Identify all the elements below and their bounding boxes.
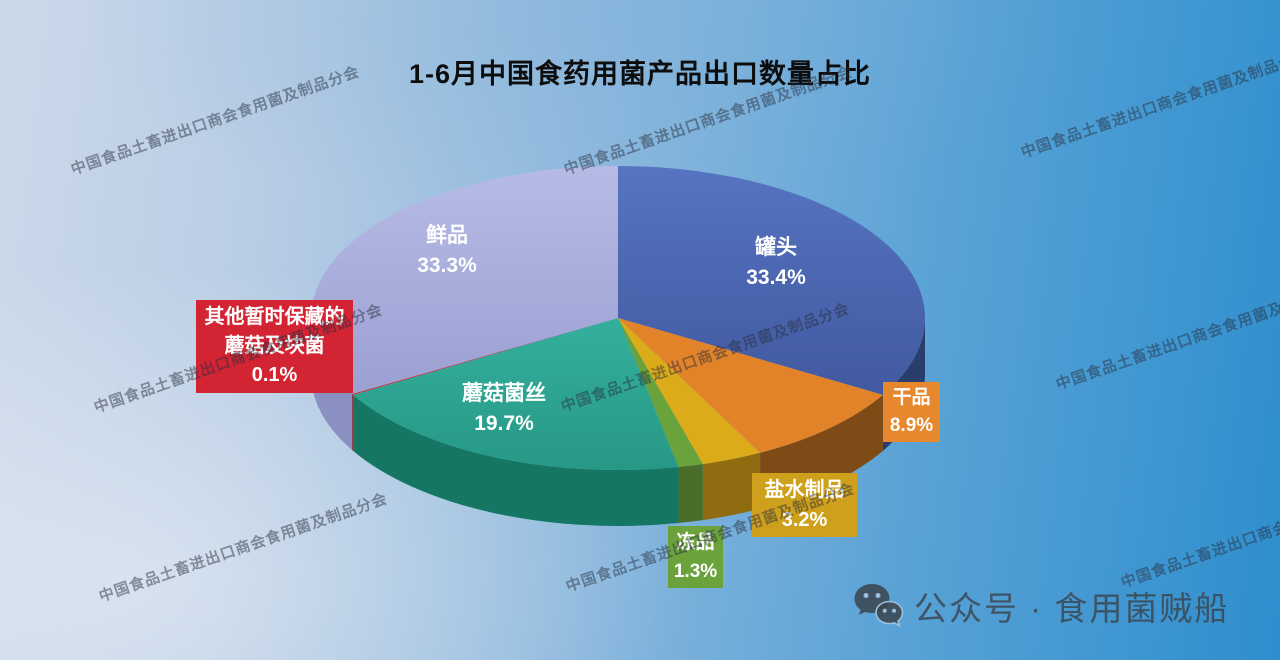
wechat-icon bbox=[854, 584, 904, 628]
slice-label-mycelium-pct: 19.7% bbox=[474, 412, 534, 435]
callout-frozen-name: 冻品 bbox=[676, 532, 715, 553]
pie-wall-other bbox=[352, 394, 354, 451]
callout-dried: 干品 8.9% bbox=[883, 382, 940, 442]
slice-label-canned: 罐头 33.4% bbox=[746, 233, 806, 293]
pie-slice-fresh bbox=[310, 166, 618, 394]
pie-slice-frozen bbox=[618, 318, 703, 468]
pie-slice-brine bbox=[618, 318, 761, 465]
callout-other-line2: 蘑菇及块菌 bbox=[224, 335, 325, 357]
callout-brine: 盐水制品 3.2% bbox=[752, 473, 857, 537]
pie-slice-mycelium bbox=[353, 318, 679, 471]
pie-slice-dried bbox=[618, 318, 883, 453]
callout-brine-pct: 3.2% bbox=[781, 509, 828, 531]
pie-wall-brine bbox=[702, 452, 761, 521]
slice-label-fresh: 鲜品 33.3% bbox=[417, 221, 477, 281]
callout-frozen-pct: 1.3% bbox=[673, 561, 718, 582]
pie-wall-frozen bbox=[678, 464, 703, 524]
slice-label-canned-pct: 33.4% bbox=[746, 266, 806, 289]
callout-frozen: 冻品 1.3% bbox=[668, 526, 723, 588]
callout-dried-name: 干品 bbox=[892, 387, 931, 408]
pie-slice-other bbox=[352, 318, 618, 395]
slice-label-fresh-name: 鲜品 bbox=[425, 224, 468, 247]
slice-label-canned-name: 罐头 bbox=[754, 236, 797, 259]
chart-title: 1-6月中国食药用菌产品出口数量占比 bbox=[408, 59, 872, 89]
callout-other-pct: 0.1% bbox=[251, 364, 298, 386]
callout-other-line1: 其他暂时保藏的 bbox=[204, 306, 345, 328]
slice-label-mycelium: 蘑菇菌丝 19.7% bbox=[462, 379, 546, 439]
callout-other: 其他暂时保藏的 蘑菇及块菌 0.1% bbox=[196, 300, 353, 393]
pie-slice-canned bbox=[618, 166, 926, 395]
pie-wall-mycelium bbox=[353, 394, 679, 527]
slice-label-mycelium-name: 蘑菇菌丝 bbox=[462, 382, 546, 405]
slice-label-fresh-pct: 33.3% bbox=[417, 254, 477, 277]
callout-brine-name: 盐水制品 bbox=[764, 479, 845, 501]
wechat-branding: 公众号 · 食用菌贼船 bbox=[852, 580, 1229, 632]
wechat-account-name: 公众号 · 食用菌贼船 bbox=[914, 590, 1230, 627]
callout-dried-pct: 8.9% bbox=[889, 415, 934, 436]
